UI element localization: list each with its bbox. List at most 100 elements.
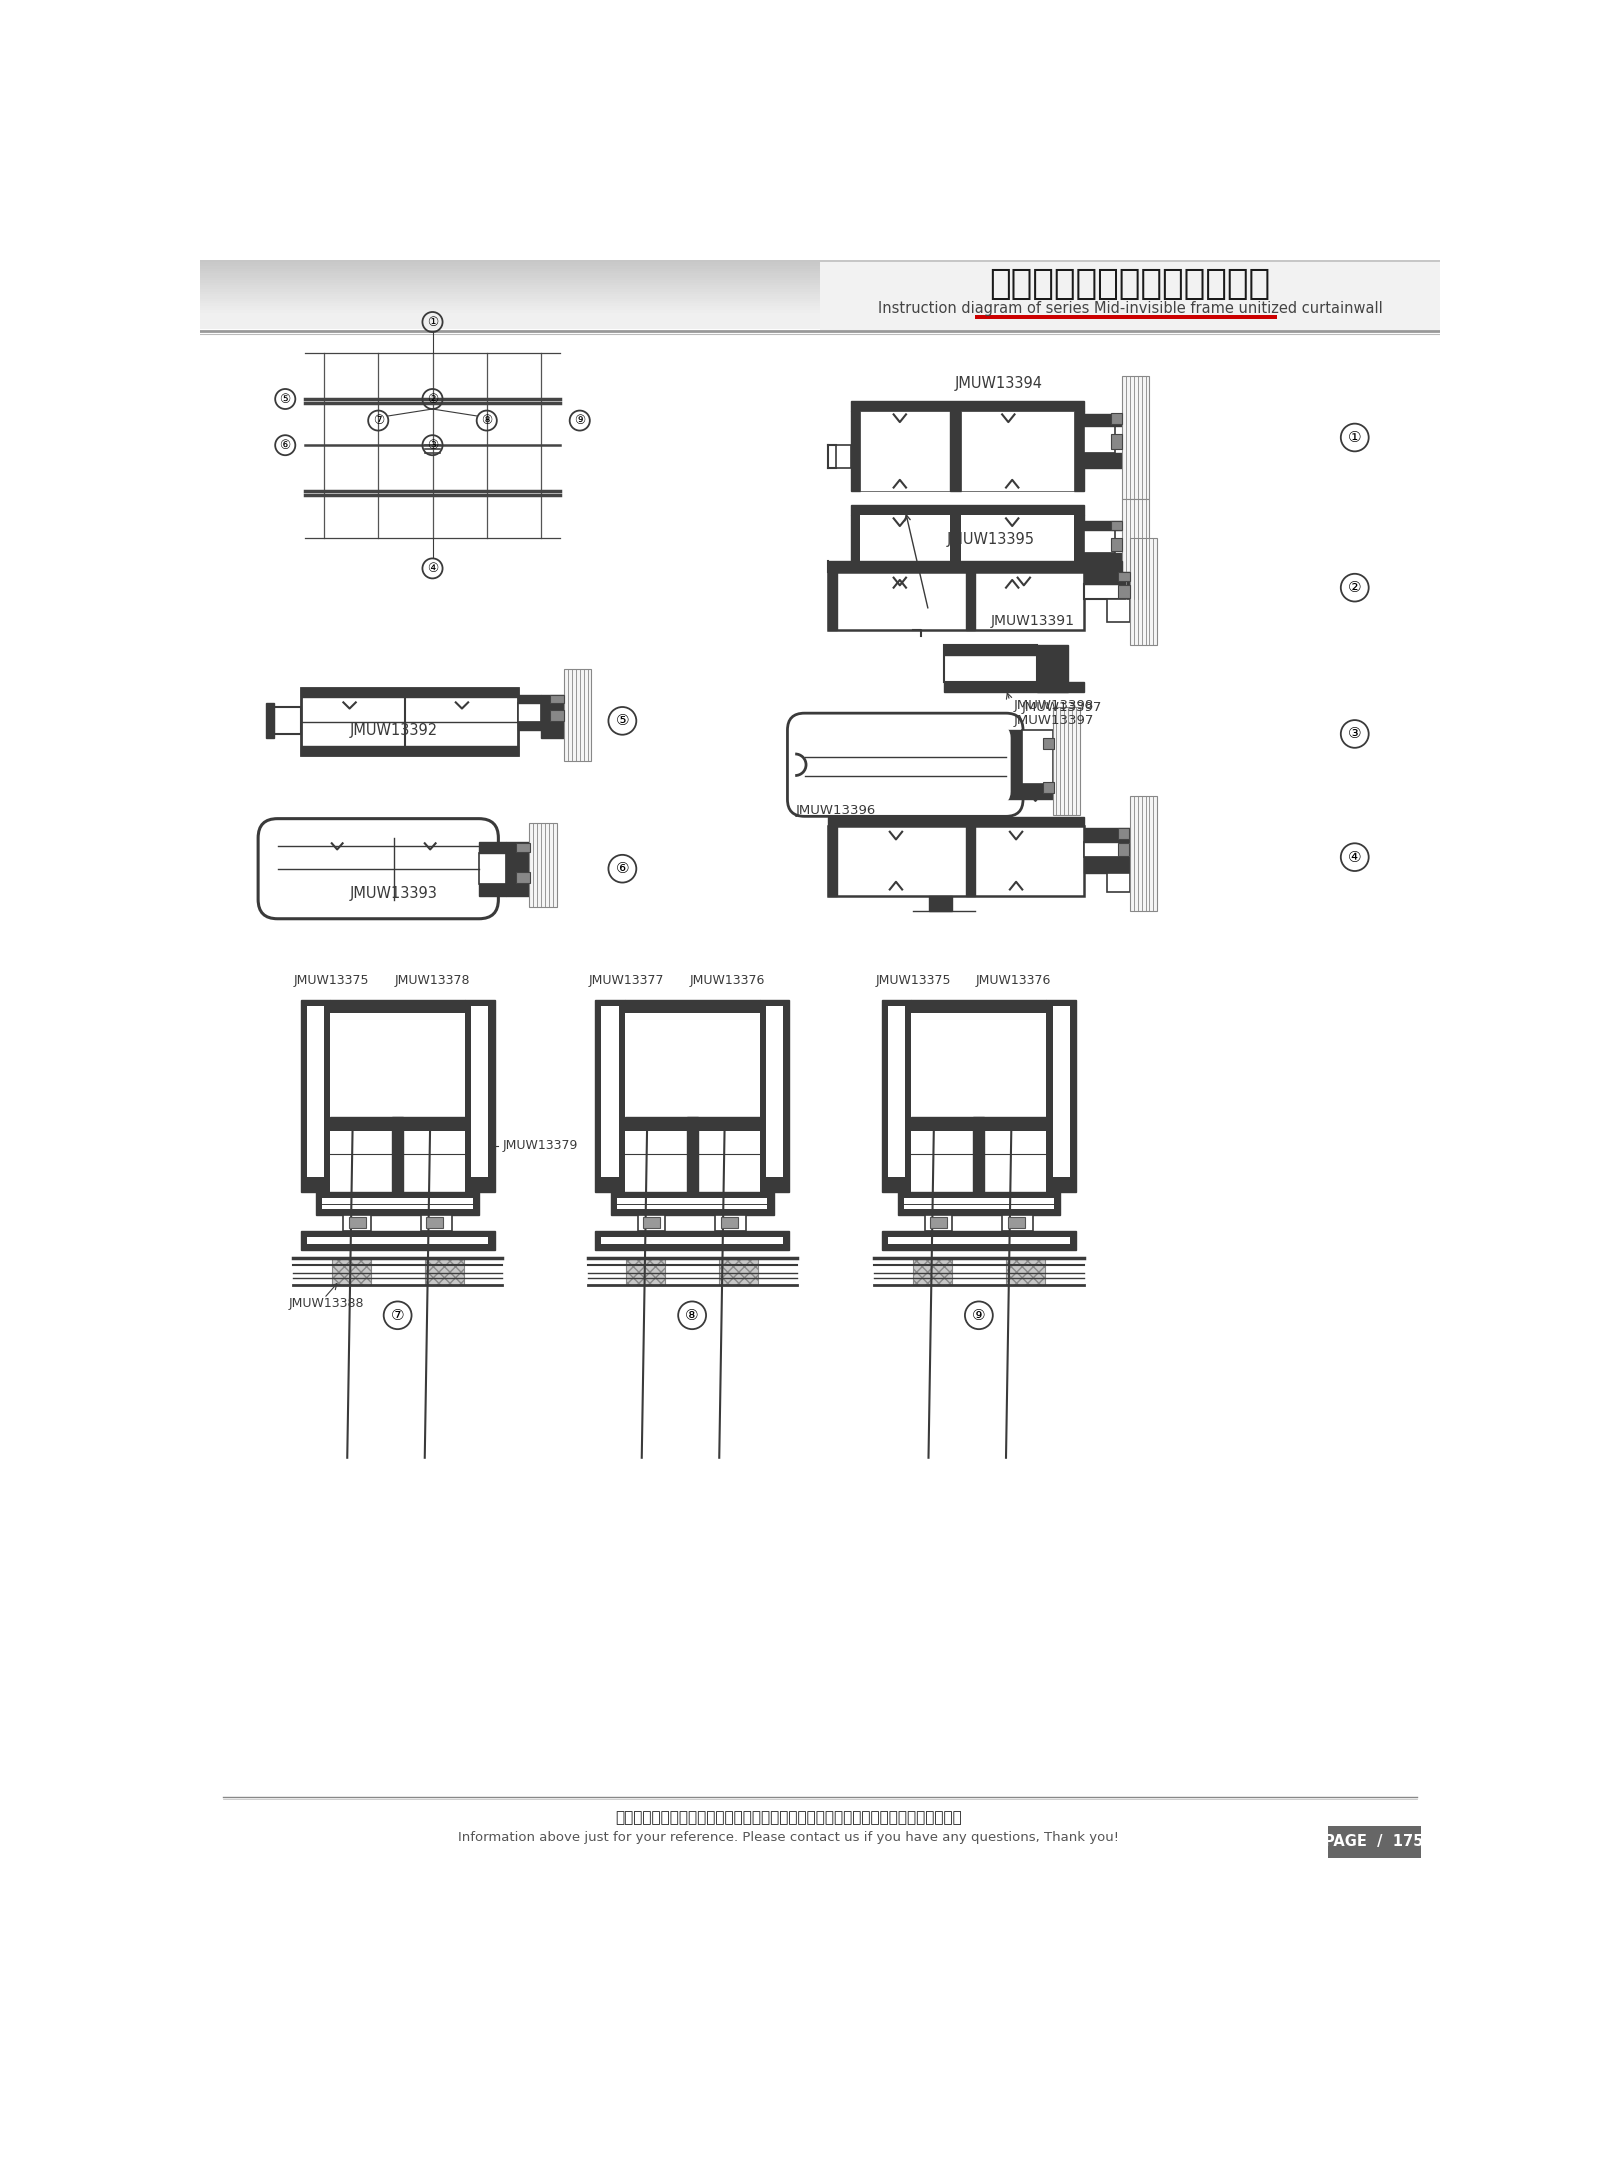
Text: ⑨: ⑨ [574,414,586,427]
Bar [530,822,557,907]
Polygon shape [307,1005,323,1176]
Polygon shape [638,1215,666,1230]
Polygon shape [912,1131,1046,1191]
Polygon shape [518,723,541,729]
Polygon shape [624,1013,760,1131]
Polygon shape [301,746,518,755]
Text: ⑤: ⑤ [280,393,291,406]
Polygon shape [962,514,1074,592]
Polygon shape [1074,514,1083,592]
Text: ⑥: ⑥ [616,861,629,877]
Polygon shape [898,1191,1061,1215]
Bar [1053,707,1080,814]
Bar [331,1259,371,1285]
Bar [1110,412,1122,423]
Polygon shape [1083,521,1122,529]
Polygon shape [973,1118,984,1191]
Bar [1118,573,1130,582]
Bar [517,872,530,883]
Polygon shape [541,694,565,738]
Text: JMUW13375: JMUW13375 [294,974,370,987]
Polygon shape [611,1191,773,1215]
Bar [1122,499,1149,599]
Text: JMUW13395: JMUW13395 [947,532,1035,547]
Polygon shape [912,1118,1046,1131]
Polygon shape [266,703,274,738]
Bar [643,1217,661,1228]
Bar [1110,521,1122,529]
Polygon shape [1107,599,1130,623]
Polygon shape [274,707,301,733]
Text: PAGE  /  175: PAGE / 175 [1325,1834,1424,1849]
Polygon shape [330,1131,466,1191]
Polygon shape [1107,872,1130,892]
Polygon shape [950,514,962,592]
Text: JMUW13379: JMUW13379 [502,1139,578,1152]
Bar [914,1259,952,1285]
Text: JMUW13393: JMUW13393 [350,885,438,901]
Polygon shape [766,1005,782,1176]
Polygon shape [851,514,861,592]
Polygon shape [827,573,837,629]
Text: ④: ④ [1347,851,1362,864]
Bar [974,315,1277,319]
Bar [1122,375,1149,499]
Text: ①: ① [427,315,438,328]
Polygon shape [912,1013,1046,1131]
Bar [550,710,565,720]
Bar [720,1259,758,1285]
Polygon shape [330,1000,466,1013]
Polygon shape [392,1118,403,1191]
Bar [426,1217,443,1228]
Polygon shape [518,703,541,723]
Polygon shape [827,560,1122,573]
Polygon shape [421,1215,451,1230]
Polygon shape [624,1118,760,1131]
Text: JMUW13396: JMUW13396 [795,805,875,818]
Bar [819,263,1440,330]
Bar [1043,781,1054,794]
Polygon shape [301,1000,330,1191]
Bar [424,1259,464,1285]
Polygon shape [478,853,506,883]
Bar [550,694,565,703]
Polygon shape [827,827,1083,896]
Text: JMUW13376: JMUW13376 [976,974,1051,987]
Polygon shape [888,1237,1069,1243]
Bar [1118,844,1130,855]
Polygon shape [912,1000,1046,1013]
Polygon shape [1083,842,1122,857]
Polygon shape [851,410,861,490]
Bar [1118,829,1130,838]
Text: ②: ② [427,393,438,406]
FancyBboxPatch shape [258,818,498,918]
Polygon shape [944,644,1037,655]
Polygon shape [882,1230,1075,1250]
Polygon shape [882,1000,912,1191]
Polygon shape [317,1191,478,1215]
Text: ①: ① [1347,430,1362,445]
Text: ⑥: ⑥ [280,438,291,451]
Polygon shape [1021,729,1053,783]
Bar [349,1217,366,1228]
Text: ⑦: ⑦ [373,414,384,427]
Text: JMUW13394: JMUW13394 [954,375,1042,391]
Polygon shape [478,883,506,896]
Polygon shape [966,573,974,629]
Polygon shape [518,694,541,703]
Polygon shape [904,1198,1054,1209]
Text: ③: ③ [427,438,438,451]
Text: JMUW13377: JMUW13377 [589,974,664,987]
Polygon shape [861,410,952,490]
Text: JMUW13397: JMUW13397 [1014,714,1094,727]
Polygon shape [686,1118,698,1191]
Polygon shape [472,1005,488,1176]
Polygon shape [466,1000,494,1191]
Polygon shape [827,827,837,896]
Polygon shape [595,1230,789,1250]
Polygon shape [307,1237,488,1243]
Text: ⑧: ⑧ [685,1309,699,1324]
Polygon shape [301,688,518,755]
Polygon shape [925,1215,952,1230]
Bar [517,842,530,853]
